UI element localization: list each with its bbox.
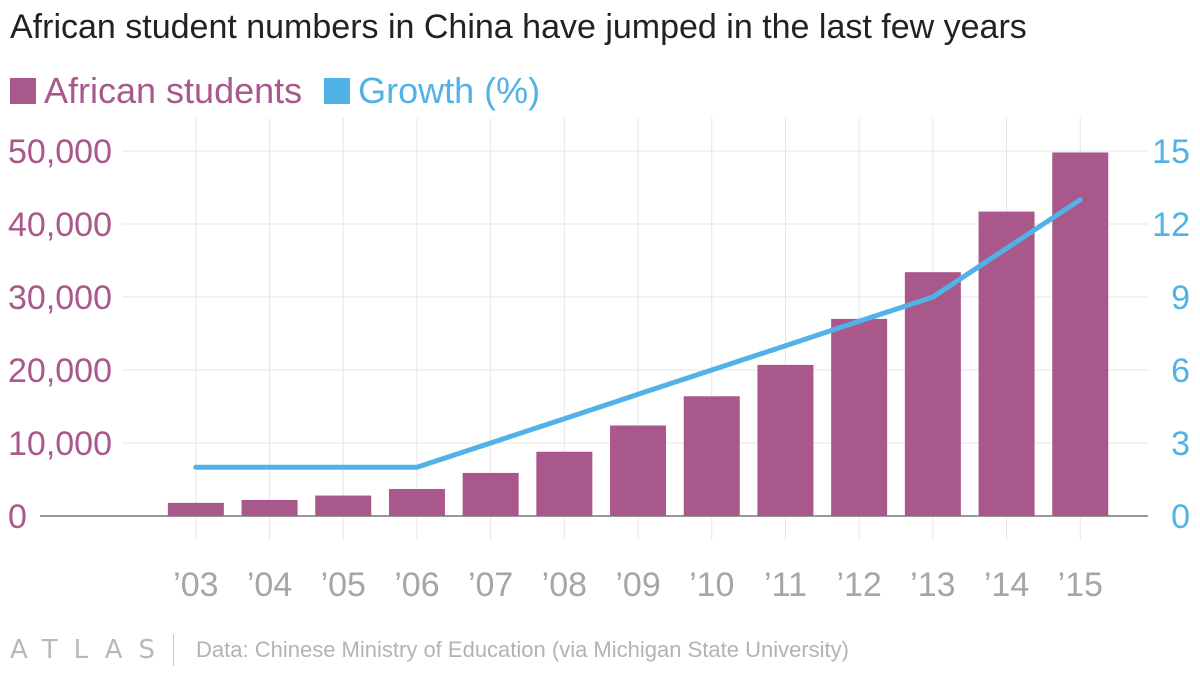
y-right-tick-label: 12 xyxy=(1152,206,1190,244)
bar xyxy=(683,396,740,516)
x-tick-label: ’05 xyxy=(321,566,366,604)
x-tick-label: ’06 xyxy=(394,566,439,604)
y-right-tick-label: 6 xyxy=(1171,352,1190,390)
y-left-tick-label: 30,000 xyxy=(8,279,112,317)
legend-label-students: African students xyxy=(44,70,303,111)
x-tick-label: ’15 xyxy=(1058,566,1103,604)
bar xyxy=(241,499,298,516)
bar xyxy=(315,495,372,516)
bar xyxy=(1052,152,1109,516)
x-tick-label: ’04 xyxy=(247,566,292,604)
x-tick-label: ’14 xyxy=(984,566,1029,604)
bar xyxy=(978,211,1035,516)
footer-divider xyxy=(173,634,175,666)
x-tick-label: ’08 xyxy=(542,566,587,604)
legend: African students Growth (%) xyxy=(10,70,562,112)
x-tick-label: ’03 xyxy=(173,566,218,604)
y-left-tick-label: 40,000 xyxy=(8,206,112,244)
bar xyxy=(831,318,888,516)
y-right-tick-label: 3 xyxy=(1171,425,1190,463)
bar xyxy=(462,472,519,516)
legend-item-growth: Growth (%) xyxy=(324,70,540,112)
bar xyxy=(167,502,224,516)
x-tick-label: ’09 xyxy=(615,566,660,604)
y-left-tick-label: 50,000 xyxy=(8,133,112,171)
atlas-logo: ATLAS xyxy=(10,635,172,665)
x-tick-label: ’12 xyxy=(836,566,881,604)
y-right-tick-label: 9 xyxy=(1171,279,1190,317)
bar xyxy=(388,488,445,516)
y-right-tick-label: 0 xyxy=(1171,498,1190,536)
growth-line xyxy=(193,197,1083,470)
footer: ATLAS Data: Chinese Ministry of Educatio… xyxy=(0,630,1200,670)
y-right-tick-label: 15 xyxy=(1152,133,1190,171)
legend-item-students: African students xyxy=(10,70,302,112)
y-left-tick-label: 0 xyxy=(8,498,27,536)
x-tick-label: ’11 xyxy=(764,566,807,604)
bar xyxy=(757,364,814,516)
legend-label-growth: Growth (%) xyxy=(358,70,541,111)
bar xyxy=(536,451,593,516)
legend-swatch-students xyxy=(10,78,36,104)
y-left-tick-label: 20,000 xyxy=(8,352,112,390)
source-note: Data: Chinese Ministry of Education (via… xyxy=(196,637,849,662)
legend-swatch-growth xyxy=(324,78,351,104)
y-left-tick-label: 10,000 xyxy=(8,425,112,463)
chart-title: African student numbers in China have ju… xyxy=(10,8,1027,46)
bar xyxy=(904,272,961,516)
x-tick-label: ’10 xyxy=(689,566,734,604)
x-tick-label: ’13 xyxy=(910,566,955,604)
x-tick-label: ’07 xyxy=(468,566,513,604)
bar xyxy=(610,425,667,516)
